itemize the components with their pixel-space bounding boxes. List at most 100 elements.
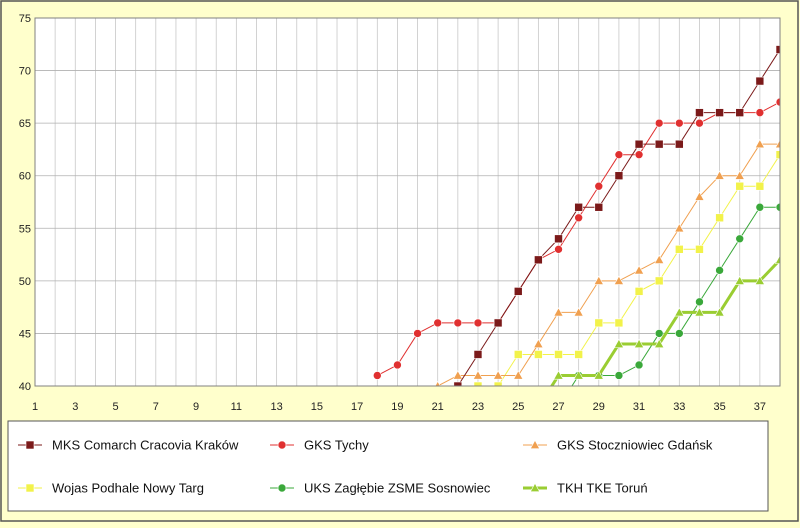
- series-layer: [372, 45, 780, 386]
- x-tick-label: 29: [593, 401, 605, 413]
- y-tick-label: 55: [19, 223, 31, 235]
- point-marker: [775, 202, 780, 212]
- point-marker: [633, 265, 645, 275]
- legend-label: GKS Stoczniowiec Gdańsk: [557, 438, 713, 453]
- point-marker: [755, 202, 765, 212]
- point-marker: [674, 223, 685, 233]
- point-marker: [614, 371, 624, 380]
- point-marker: [594, 181, 604, 191]
- point-marker: [654, 276, 664, 286]
- point-marker: [513, 350, 523, 359]
- point-marker: [553, 307, 564, 317]
- point-marker: [634, 287, 644, 296]
- legend-marker: [277, 440, 287, 450]
- point-marker: [754, 138, 765, 149]
- point-marker: [492, 370, 504, 380]
- series-4: [473, 150, 780, 386]
- point-marker: [634, 150, 644, 159]
- legend-item: GKS Tychy: [270, 438, 369, 453]
- x-tick-label: 25: [512, 401, 524, 413]
- point-marker: [695, 245, 704, 254]
- point-marker: [393, 360, 402, 370]
- legend-item: GKS Stoczniowiec Gdańsk: [523, 438, 713, 453]
- point-marker: [372, 371, 382, 380]
- x-tick-label: 33: [673, 401, 685, 413]
- legend-item: Wojas Podhale Nowy Targ: [18, 481, 204, 496]
- point-marker: [715, 266, 724, 275]
- point-marker: [654, 254, 665, 264]
- y-tick-label: 40: [19, 381, 31, 393]
- point-marker: [754, 275, 765, 285]
- point-marker: [654, 338, 665, 348]
- series-3: [434, 138, 780, 386]
- y-tick-label: 65: [19, 118, 31, 130]
- point-marker: [755, 181, 765, 191]
- point-marker: [472, 370, 484, 380]
- legend-marker: [529, 439, 541, 449]
- point-marker: [453, 318, 463, 328]
- point-marker: [614, 171, 624, 181]
- point-marker: [775, 150, 780, 159]
- point-marker: [654, 329, 664, 338]
- grid-lines: [34, 17, 781, 387]
- point-marker: [654, 118, 664, 128]
- x-tick-label: 17: [351, 401, 363, 413]
- legend-label: GKS Tychy: [304, 438, 369, 453]
- point-marker: [715, 213, 724, 223]
- legend: MKS Comarch Cracovia Kraków GKS Tychy GKS …: [18, 438, 713, 496]
- legend-label: MKS Comarch Cracovia Kraków: [52, 438, 239, 453]
- point-marker: [574, 350, 583, 359]
- point-marker: [613, 338, 625, 348]
- point-marker: [614, 318, 624, 328]
- point-marker: [533, 338, 544, 348]
- x-tick-label: 13: [270, 401, 282, 413]
- x-tick-label: 11: [231, 401, 242, 413]
- point-marker: [695, 118, 704, 128]
- point-marker: [554, 234, 563, 244]
- x-tick-label: 9: [193, 401, 199, 413]
- point-marker: [674, 307, 685, 317]
- point-marker: [493, 381, 503, 386]
- series-6: [550, 254, 780, 386]
- y-tick-label: 70: [19, 66, 31, 78]
- x-tick-label: 23: [472, 401, 484, 413]
- plot-frame: [34, 17, 781, 387]
- legend-marker: [529, 482, 541, 492]
- point-marker: [452, 370, 463, 380]
- point-marker: [574, 202, 583, 212]
- x-tick-label: 1: [32, 401, 38, 413]
- x-tick-label: 3: [72, 401, 78, 413]
- point-marker: [714, 170, 725, 180]
- series-2: [372, 97, 780, 380]
- x-tick-label: 7: [153, 401, 159, 413]
- point-marker: [774, 254, 780, 264]
- point-marker: [534, 350, 543, 359]
- series-line: [437, 143, 780, 386]
- point-marker: [573, 370, 584, 380]
- legend-label: TKH TKE Toruń: [557, 481, 648, 496]
- point-marker: [513, 370, 524, 380]
- x-tick-label: 19: [391, 401, 403, 413]
- series-1: [453, 45, 780, 386]
- point-marker: [715, 108, 724, 117]
- point-marker: [714, 307, 725, 317]
- point-marker: [553, 370, 564, 380]
- point-marker: [614, 150, 624, 159]
- point-marker: [694, 307, 705, 317]
- point-marker: [493, 318, 503, 328]
- point-marker: [755, 76, 765, 86]
- legend-item: MKS Comarch Cracovia Kraków: [18, 438, 239, 453]
- point-marker: [613, 275, 625, 285]
- y-tick-label: 45: [19, 328, 31, 340]
- x-tick-label: 27: [552, 401, 564, 413]
- legend-marker: [25, 440, 35, 450]
- point-marker: [755, 108, 765, 117]
- x-tick-label: 31: [633, 401, 645, 413]
- point-marker: [775, 97, 780, 107]
- y-tick-label: 75: [19, 13, 31, 25]
- x-tick-label: 21: [432, 401, 444, 413]
- point-marker: [473, 318, 483, 328]
- point-marker: [473, 381, 483, 386]
